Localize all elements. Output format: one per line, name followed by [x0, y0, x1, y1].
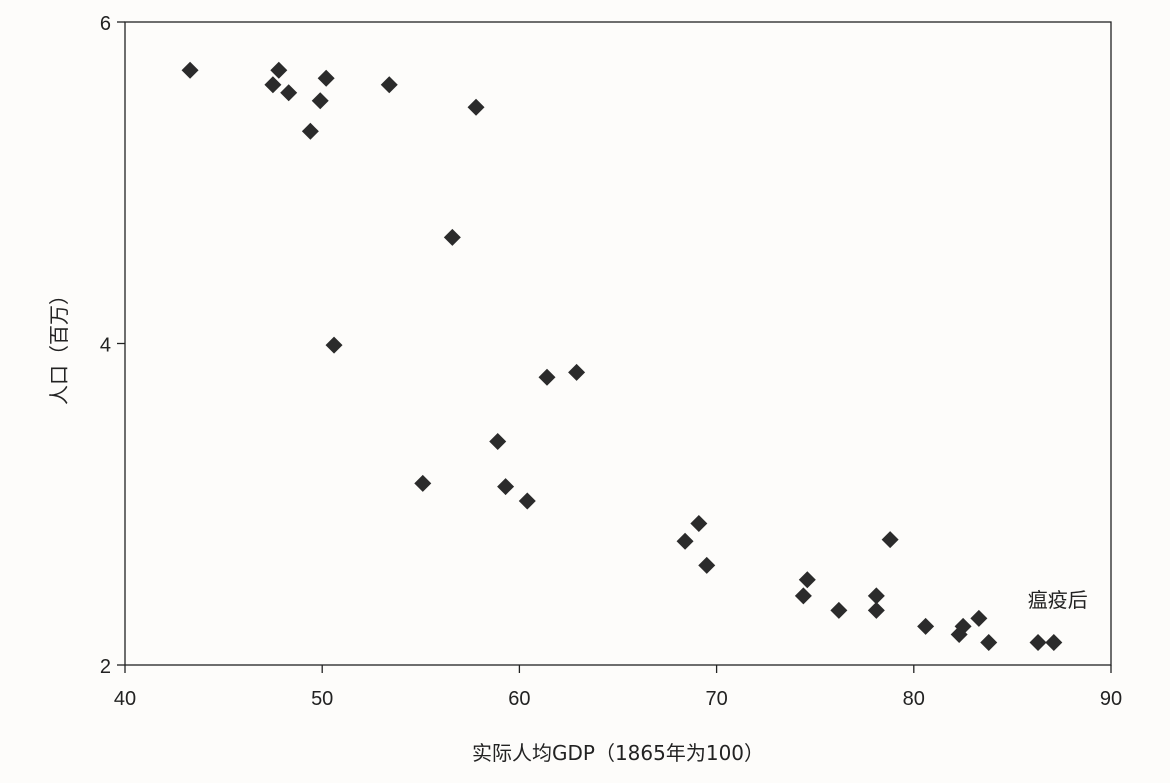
y-tick-label: 6 [100, 13, 111, 35]
data-point [264, 76, 282, 94]
x-axis-title: 实际人均GDP（1865年为100） [472, 741, 764, 765]
data-point [568, 363, 586, 381]
data-point [311, 92, 329, 110]
data-point [280, 84, 298, 102]
data-point [325, 336, 343, 354]
data-point [867, 587, 885, 605]
data-point [980, 633, 998, 651]
data-point [380, 76, 398, 94]
data-point [270, 61, 288, 79]
data-point [181, 61, 199, 79]
x-tick-label: 90 [1100, 688, 1122, 710]
data-point [970, 609, 988, 627]
data-point [317, 69, 335, 87]
data-point [538, 368, 556, 386]
data-point [794, 587, 812, 605]
data-point [917, 617, 935, 635]
data-point [798, 571, 816, 589]
data-point [489, 433, 507, 451]
x-tick-label: 40 [114, 688, 136, 710]
x-tick-label: 80 [903, 688, 925, 710]
data-point [690, 515, 708, 533]
data-point [698, 556, 716, 574]
data-point [881, 531, 899, 549]
data-point [954, 617, 972, 635]
x-tick-label: 60 [508, 688, 530, 710]
plot-frame [124, 21, 1112, 666]
data-point [676, 532, 694, 550]
data-point [497, 478, 515, 496]
y-tick-label: 4 [100, 335, 111, 357]
data-points [181, 61, 1063, 651]
x-axis-ticks: 40 50 60 70 80 90 [114, 665, 1122, 710]
data-point [1045, 633, 1063, 651]
data-point [414, 474, 432, 492]
x-tick-label: 70 [705, 688, 727, 710]
data-point [1029, 633, 1047, 651]
annotation-label: 瘟疫后 [1028, 588, 1088, 612]
y-axis-ticks: 2 4 6 [100, 13, 125, 678]
y-axis-title: 人口（百万） [47, 285, 71, 405]
data-point [518, 492, 536, 510]
y-tick-label: 2 [100, 656, 111, 678]
data-point [830, 601, 848, 619]
data-point [867, 601, 885, 619]
data-point [467, 98, 485, 116]
data-point [301, 122, 319, 140]
x-tick-label: 50 [311, 688, 333, 710]
data-point [443, 228, 461, 246]
annotations: 瘟疫后 [1028, 588, 1088, 612]
